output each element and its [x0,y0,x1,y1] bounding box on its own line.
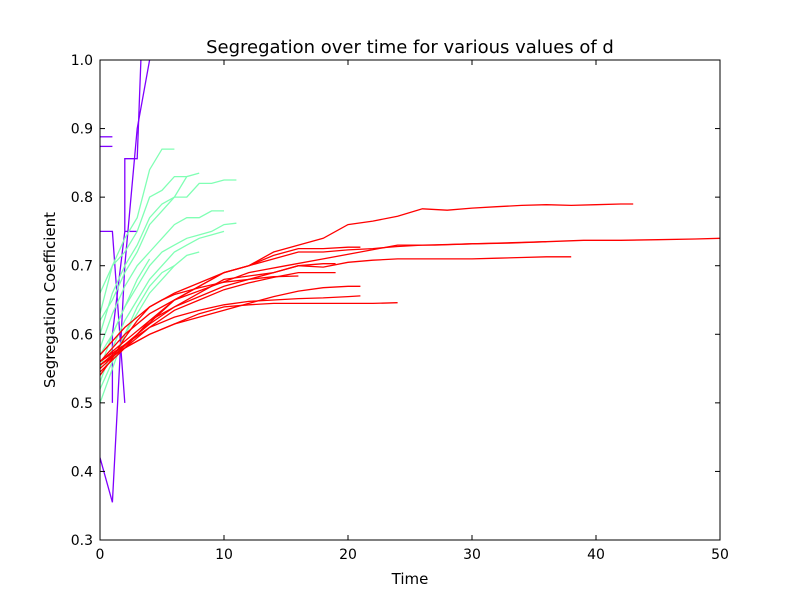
series-layer [100,60,720,503]
y-tick-label: 0.5 [71,396,93,412]
series-line-13 [100,230,225,383]
series-line-16 [100,258,151,356]
series-line-25 [100,295,361,363]
series-line-20 [100,241,547,356]
x-axis-label: Time [391,570,429,588]
series-line-22 [100,263,336,366]
series-line-8 [100,175,187,294]
y-tick-label: 0.3 [71,533,93,549]
x-tick-label: 0 [96,547,105,563]
series-line-5 [111,60,142,403]
series-line-26 [100,302,398,366]
y-tick-label: 0.6 [71,327,93,343]
y-axis-label: Segregation Coefficient [41,212,59,388]
y-tick-label: 0.4 [71,464,93,480]
chart-title: Segregation over time for various values… [206,37,614,58]
y-tick-label: 0.8 [71,190,93,206]
series-line-23 [100,271,336,366]
series-line-14 [100,251,200,404]
x-tick-label: 30 [463,547,481,563]
y-tick-label: 1.0 [71,53,93,69]
x-tick-label: 10 [215,547,233,563]
series-line-11 [100,210,224,349]
series-line-15 [100,265,175,390]
series-line-10 [100,172,200,321]
x-tick-label: 40 [587,547,605,563]
y-tick-label: 0.7 [71,259,93,275]
x-tick-label: 50 [711,547,729,563]
x-tick-label: 20 [339,547,357,563]
series-line-9 [100,179,237,335]
series-line-21 [100,246,361,363]
plot-frame [99,59,721,541]
y-tick-label: 0.9 [71,122,93,138]
series-line-27 [100,275,299,376]
